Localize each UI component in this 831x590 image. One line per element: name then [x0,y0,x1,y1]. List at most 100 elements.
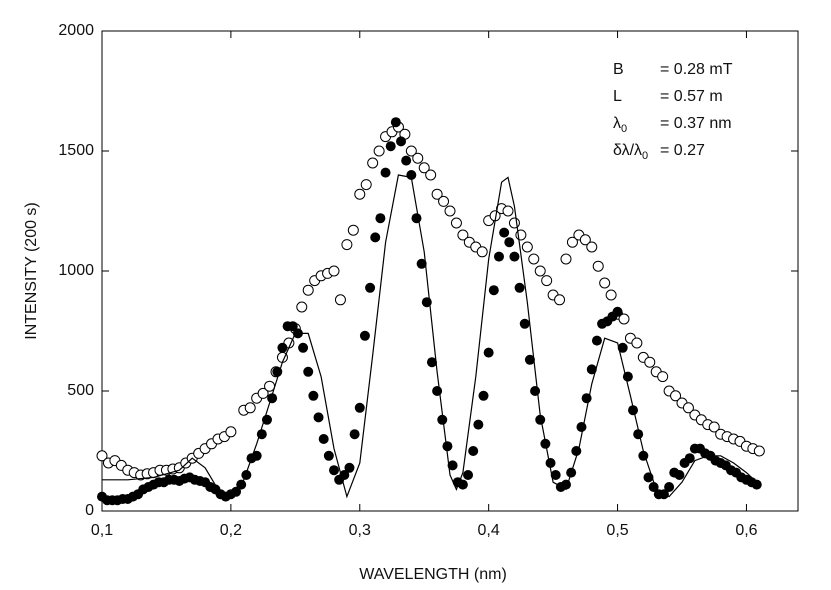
open-point [657,371,669,383]
filled-point [365,282,376,293]
open-point [360,179,372,191]
filled-point [530,386,541,396]
filled-point [478,390,489,401]
open-point [328,265,340,277]
filled-point [442,441,453,452]
open-point [244,402,256,414]
open-point [508,217,520,229]
filled-point [591,335,602,346]
filled-point [483,347,494,358]
filled-point [437,414,448,425]
annotation-symbol: L [613,88,622,105]
open-point [560,253,572,265]
filled-point [396,136,407,147]
open-point [225,426,237,438]
open-point [412,152,424,164]
open-point [670,390,682,402]
filled-point [411,213,422,224]
filled-point [509,251,520,262]
filled-point [633,429,644,440]
open-point [450,217,462,229]
open-point [334,294,346,306]
filled-point [303,366,314,377]
filled-point [612,306,623,317]
annotation-symbol: B [613,61,624,78]
filled-point [499,227,510,238]
open-point [341,239,353,251]
open-point [405,145,417,157]
filled-point [416,258,427,269]
open-point [644,356,656,368]
open-point [296,301,308,313]
annotation-value: = 0.57 m [660,88,723,105]
y-tick-label: 1000 [58,262,94,279]
open-point [579,234,591,246]
open-point [96,450,108,462]
filled-point [385,141,396,152]
filled-point [674,470,685,480]
annotation-symbol: λ [613,115,621,132]
filled-point [287,321,298,332]
open-point [605,289,617,301]
filled-point [329,465,339,476]
open-point [541,275,553,287]
filled-point [426,357,437,368]
open-point [373,145,385,157]
open-point [418,162,430,174]
open-point [354,188,366,200]
annotation-symbol: δλ/λ [613,142,642,159]
filled-point [267,393,278,404]
open-point [438,195,450,207]
annotation-subscript: 0 [621,123,627,135]
open-point [592,260,604,272]
open-point [521,241,533,253]
filled-point [359,330,370,341]
open-point [257,387,269,399]
y-tick-label: 1500 [58,142,94,159]
filled-point [323,450,334,461]
filled-point [457,479,468,490]
open-point [431,188,443,200]
open-point [599,277,611,289]
filled-point [318,434,329,444]
filled-point [576,422,587,432]
filled-point [390,117,401,128]
open-point [302,284,314,296]
filled-point [298,342,309,353]
open-point [367,157,379,169]
filled-point [550,470,561,480]
filled-point [375,213,386,224]
filled-point [344,462,355,473]
filled-point [586,364,597,375]
y-tick-label: 500 [67,382,94,399]
filled-point [514,282,525,293]
filled-point [535,414,546,425]
filled-point [380,167,391,178]
open-point [682,402,694,414]
annotation-value: = 0.37 nm [660,115,732,132]
filled-point [308,390,319,401]
filled-point [463,470,474,480]
annotation-label: λ0 [613,115,627,135]
open-point [534,265,546,277]
filled-point [473,419,484,430]
y-axis-label: INTENSITY (200 s) [23,202,40,340]
open-point [618,313,630,325]
filled-point [628,405,639,416]
filled-point [241,470,252,480]
open-point [566,236,578,248]
filled-point [447,460,458,471]
open-point [631,337,643,349]
filled-point [349,429,360,440]
filled-point [684,453,695,464]
filled-point [231,486,242,497]
y-tick-label: 2000 [58,22,94,39]
filled-point [751,479,762,490]
filled-point [524,354,535,365]
annotation-label: L [613,88,622,105]
filled-point [488,285,499,296]
filled-point [519,318,530,329]
open-point [264,380,276,392]
filled-point [277,342,288,353]
